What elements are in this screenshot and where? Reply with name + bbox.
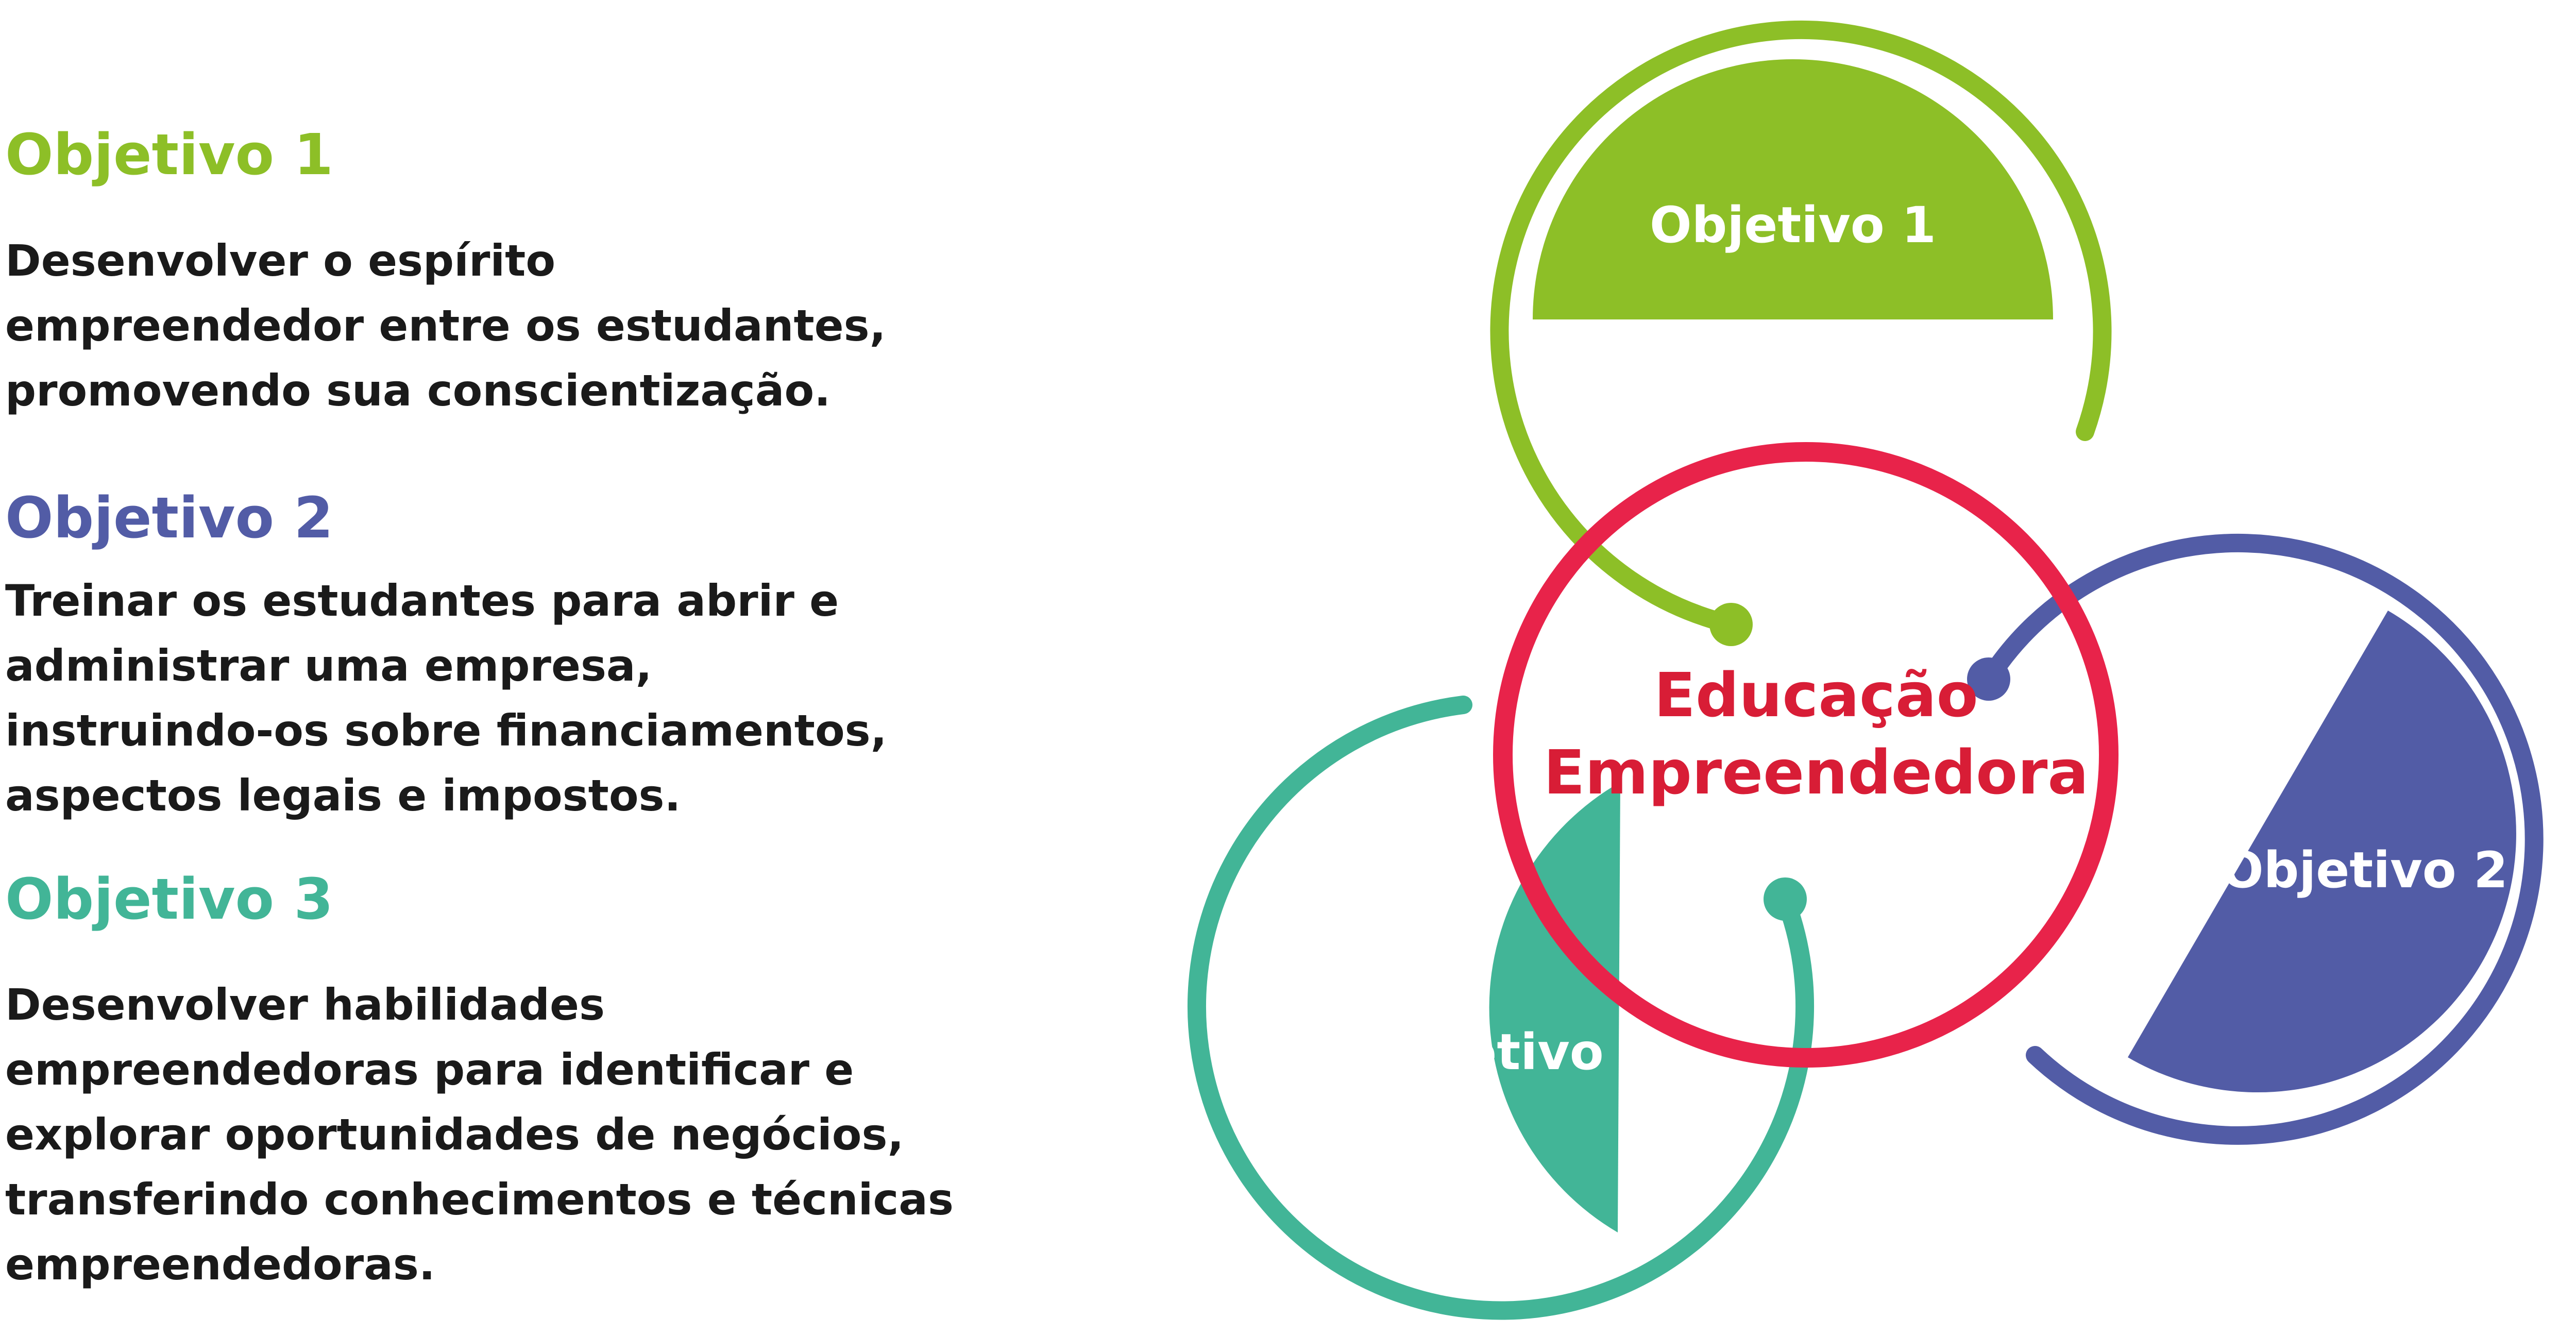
objective-1-semicircle	[1533, 59, 2053, 319]
objective-3-node: Objetivo 3	[1188, 696, 1814, 1320]
center-title-line-2: Empreendedora	[1544, 737, 2089, 808]
objective-1-ring	[1490, 20, 2112, 634]
objective-1-node: Objetivo 1	[1490, 20, 2112, 646]
objective-2-semicircle	[2128, 611, 2516, 1093]
objective-3-semicircle	[1489, 782, 1620, 1232]
objective-2-node: Objetivo 2	[1967, 533, 2544, 1145]
center-node: Educação Empreendedora	[1493, 442, 2119, 1068]
center-title-line-1: Educação	[1654, 660, 1978, 731]
objective-2-ring	[1979, 533, 2544, 1145]
objective-1-description: Desenvolver o espírito empreendedor entr…	[5, 235, 886, 416]
objectives-diagram: Objetivo 1 Objetivo 2 Objetivo 3 Educaçã…	[1188, 20, 2544, 1320]
center-ring	[1493, 442, 2119, 1068]
objective-2-connector-dot	[1967, 657, 2010, 701]
objective-2-description: Treinar os estudantes para abrir e admin…	[5, 576, 887, 821]
objectives-text-panel: Objetivo 1 Desenvolver o espírito empree…	[0, 0, 1030, 1335]
objective-1-diagram-label: Objetivo 1	[1650, 196, 1936, 254]
objective-3-diagram-label: Objetivo 3	[1369, 1023, 1655, 1081]
objective-1-title: Objetivo 1	[5, 122, 333, 188]
objective-3-connector-dot	[1764, 877, 1807, 921]
objective-3-description: Desenvolver habilidades empreendedoras p…	[5, 979, 954, 1290]
objective-1-connector-dot	[1709, 603, 1753, 646]
objective-2-title: Objetivo 2	[5, 485, 333, 551]
objective-2-diagram-label: Objetivo 2	[2222, 841, 2508, 899]
objective-3-ring	[1188, 696, 1814, 1320]
objective-3-title: Objetivo 3	[5, 866, 333, 932]
